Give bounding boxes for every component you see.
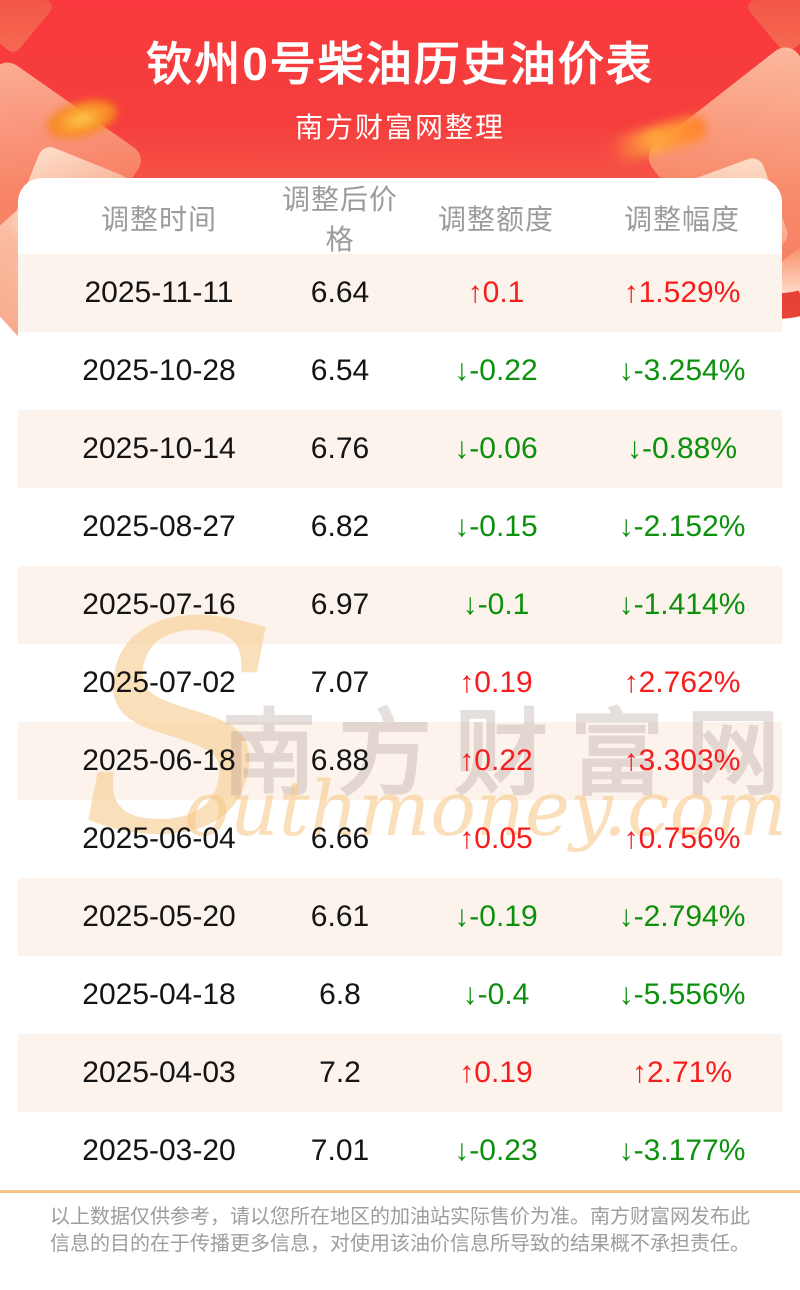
column-header-change: 调整额度 <box>437 204 554 235</box>
row-pct: ↓-2.152% <box>618 510 746 543</box>
table-row: 2025-07-16 6.97 ↓-0.1 ↓-1.414% <box>18 566 782 644</box>
row-change: ↑0.19 <box>459 1056 533 1089</box>
row-date: 2025-07-02 <box>82 666 236 699</box>
column-header-pct: 调整幅度 <box>623 204 740 235</box>
table-row: 2025-03-20 7.01 ↓-0.23 ↓-3.177% <box>18 1112 782 1190</box>
page-subtitle: 南方财富网整理 <box>294 112 505 143</box>
row-price: 6.88 <box>310 744 370 777</box>
row-date: 2025-11-11 <box>84 276 234 309</box>
row-change: ↓-0.19 <box>454 900 538 933</box>
disclaimer-text: 以上数据仅供参考，请以您所在地区的加油站实际售价为准。南方财富网发布此信息的目的… <box>50 1206 750 1255</box>
row-date: 2025-10-14 <box>82 432 236 465</box>
row-price: 6.61 <box>310 900 370 933</box>
row-change: ↓-0.4 <box>462 978 530 1011</box>
row-date: 2025-04-18 <box>82 978 236 1011</box>
row-price: 6.64 <box>310 276 370 309</box>
row-date: 2025-03-20 <box>82 1134 236 1167</box>
row-pct: ↓-5.556% <box>618 978 746 1011</box>
row-change: ↓-0.15 <box>454 510 538 543</box>
column-header-date: 调整时间 <box>100 204 217 235</box>
table-row: 2025-05-20 6.61 ↓-0.19 ↓-2.794% <box>18 878 782 956</box>
table-row: 2025-08-27 6.82 ↓-0.15 ↓-2.152% <box>18 488 782 566</box>
row-date: 2025-04-03 <box>82 1056 236 1089</box>
row-change: ↓-0.1 <box>462 588 530 621</box>
row-pct: ↓-1.414% <box>618 588 746 621</box>
row-change: ↓-0.06 <box>454 432 538 465</box>
row-pct: ↑2.762% <box>623 666 741 699</box>
row-price: 7.01 <box>310 1134 370 1167</box>
row-price: 6.97 <box>310 588 370 621</box>
row-pct: ↑1.529% <box>623 276 741 309</box>
row-price: 6.76 <box>310 432 370 465</box>
table-body: 2025-11-11 6.64 ↑0.1 ↑1.529% 2025-10-28 … <box>18 254 782 1190</box>
row-date: 2025-08-27 <box>82 510 236 543</box>
price-table-card: S 南方财富网 outhmoney.com 调整时间 调整后价格 调整额度 调整… <box>18 178 782 1190</box>
row-date: 2025-06-18 <box>82 744 236 777</box>
row-price: 6.66 <box>310 822 370 855</box>
table-row: 2025-10-14 6.76 ↓-0.06 ↓-0.88% <box>18 410 782 488</box>
row-change: ↓-0.23 <box>454 1134 538 1167</box>
row-change: ↑0.05 <box>459 822 533 855</box>
footer-divider <box>0 1190 800 1193</box>
row-date: 2025-10-28 <box>82 354 236 387</box>
row-pct: ↓-2.794% <box>618 900 746 933</box>
page-title: 钦州0号柴油历史油价表 <box>146 38 654 90</box>
row-pct: ↑0.756% <box>623 822 741 855</box>
row-date: 2025-05-20 <box>82 900 236 933</box>
row-change: ↑0.22 <box>459 744 533 777</box>
column-header-price: 调整后价格 <box>281 184 398 255</box>
table-row: 2025-06-04 6.66 ↑0.05 ↑0.756% <box>18 800 782 878</box>
row-price: 6.82 <box>310 510 370 543</box>
table-row: 2025-11-11 6.64 ↑0.1 ↑1.529% <box>18 254 782 332</box>
row-date: 2025-07-16 <box>82 588 236 621</box>
table-row: 2025-10-28 6.54 ↓-0.22 ↓-3.254% <box>18 332 782 410</box>
row-change: ↑0.19 <box>459 666 533 699</box>
row-date: 2025-06-04 <box>82 822 236 855</box>
row-pct: ↓-3.177% <box>618 1134 746 1167</box>
table-row: 2025-04-18 6.8 ↓-0.4 ↓-5.556% <box>18 956 782 1034</box>
table-row: 2025-04-03 7.2 ↑0.19 ↑2.71% <box>18 1034 782 1112</box>
row-price: 7.07 <box>310 666 370 699</box>
table-row: 2025-07-02 7.07 ↑0.19 ↑2.762% <box>18 644 782 722</box>
row-pct: ↓-0.88% <box>626 432 738 465</box>
table-row: 2025-06-18 6.88 ↑0.22 ↑3.303% <box>18 722 782 800</box>
row-price: 6.54 <box>310 354 370 387</box>
row-price: 6.8 <box>319 978 361 1011</box>
row-change: ↑0.1 <box>467 276 525 309</box>
row-price: 7.2 <box>319 1056 361 1089</box>
row-pct: ↑2.71% <box>631 1056 733 1089</box>
row-change: ↓-0.22 <box>454 354 538 387</box>
table-header-row: 调整时间 调整后价格 调整额度 调整幅度 <box>18 178 782 255</box>
row-pct: ↑3.303% <box>623 744 741 777</box>
row-pct: ↓-3.254% <box>618 354 746 387</box>
